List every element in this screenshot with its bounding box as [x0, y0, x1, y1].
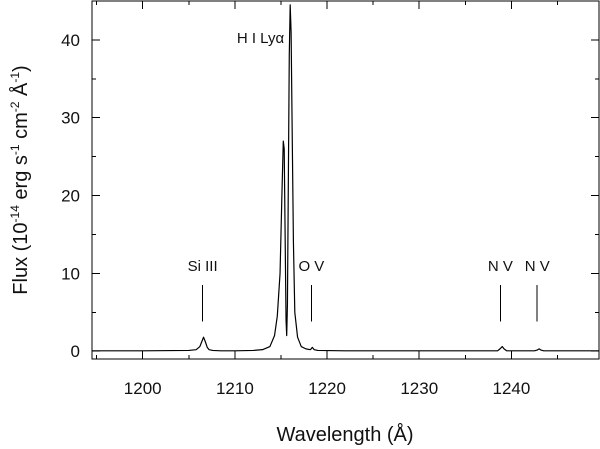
x-tick-label: 1220 — [308, 379, 346, 398]
annotation-label: N V — [488, 258, 513, 275]
annotation-label: O V — [298, 258, 324, 275]
line-annotations: H I Lyα Si III O V N V N V — [188, 30, 550, 322]
y-tick-label: 20 — [61, 187, 80, 206]
y-tick-label: 0 — [71, 342, 80, 361]
y-tick-label: 10 — [61, 264, 80, 283]
annotation-label: H I Lyα — [237, 30, 285, 47]
x-tick-label: 1240 — [493, 379, 531, 398]
y-tick-label: 30 — [61, 109, 80, 128]
y-axis-ticks: 0 10 20 30 40 — [61, 31, 599, 361]
spectrum-line — [92, 4, 599, 352]
plot-frame — [91, 0, 600, 360]
x-tick-label: 1230 — [400, 379, 438, 398]
annotation-label: N V — [525, 258, 550, 275]
x-axis-ticks: 1200 1210 1220 1230 1240 — [96, 1, 559, 398]
y-tick-label: 40 — [61, 31, 80, 50]
x-tick-label: 1200 — [124, 379, 162, 398]
x-axis-title: Wavelength (Å) — [276, 423, 413, 446]
annotation-label: Si III — [188, 258, 218, 275]
y-axis-title: Flux (10-14 erg s-1 cm-2 Å-1) — [8, 65, 32, 294]
x-tick-label: 1210 — [216, 379, 254, 398]
